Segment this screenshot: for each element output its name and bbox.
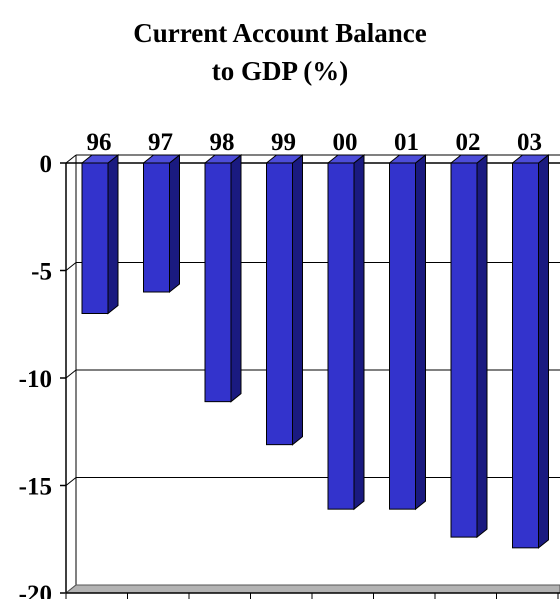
bar-side [292, 153, 303, 446]
bar-side [169, 153, 180, 294]
y-depth-line [65, 369, 77, 379]
chart-title: Current Account Balance to GDP (%) [0, 14, 560, 90]
y-tick-label: -15 [19, 474, 52, 501]
bar [81, 162, 109, 314]
chart-title-line-2: to GDP (%) [211, 56, 349, 86]
x-tick-label: 01 [394, 129, 419, 156]
y-depth-line [65, 477, 77, 486]
y-tick-label: -10 [19, 366, 52, 393]
bar-side [353, 153, 365, 511]
x-tick-label: 99 [271, 129, 296, 156]
x-tick-label: 97 [148, 129, 173, 156]
chart-title-line-1: Current Account Balance [133, 18, 427, 48]
x-tick-label: 03 [517, 129, 542, 156]
bar [450, 162, 478, 538]
x-tick-label: 96 [87, 129, 112, 156]
x-tick-label: 02 [456, 129, 481, 156]
bar-side [230, 153, 242, 403]
bar-side [538, 153, 549, 549]
y-depth-line [65, 262, 77, 271]
y-tick-label: 0 [40, 151, 53, 178]
bar-side [476, 153, 488, 539]
y-depth-line [65, 154, 77, 164]
bar [389, 162, 416, 510]
x-tick-label: 00 [333, 129, 358, 156]
bar [512, 162, 539, 549]
y-tick-label: -20 [19, 581, 52, 599]
bar [204, 162, 232, 403]
chart-floor [64, 584, 560, 594]
bar [266, 162, 293, 446]
bar [327, 162, 355, 510]
bar-side [415, 153, 426, 511]
bar [143, 162, 170, 293]
bar-side [107, 153, 119, 315]
x-tick-label: 98 [210, 129, 235, 156]
y-tick-label: -5 [31, 259, 52, 286]
